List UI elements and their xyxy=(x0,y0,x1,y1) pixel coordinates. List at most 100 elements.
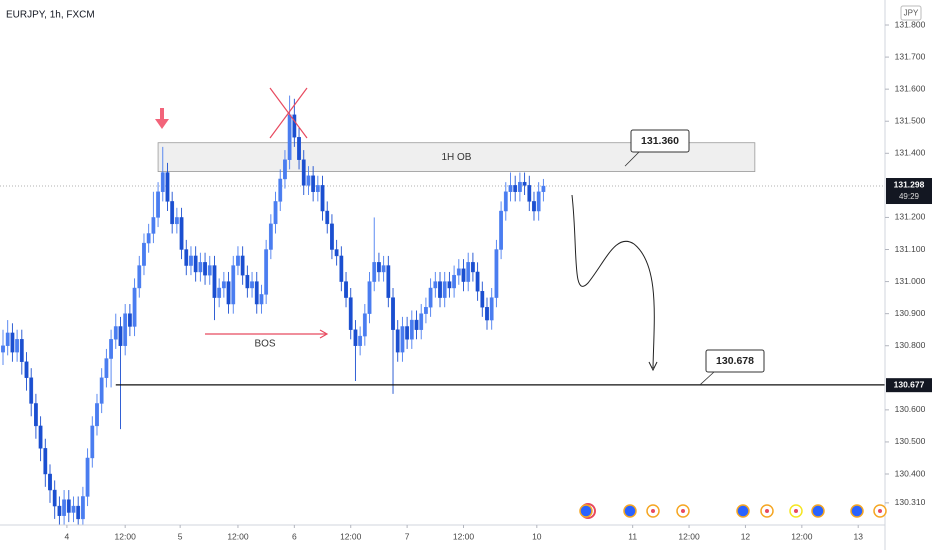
candle-body xyxy=(160,172,165,192)
event-icon[interactable] xyxy=(736,504,750,518)
currency-box[interactable] xyxy=(900,5,922,21)
candle-body xyxy=(29,377,34,404)
x-tick-label: 13 xyxy=(853,531,863,541)
candle-body xyxy=(522,181,527,186)
candle-body xyxy=(513,185,518,192)
y-tick-label: 131.100 xyxy=(895,244,926,254)
candle-body xyxy=(395,329,400,353)
projection-path xyxy=(571,194,655,369)
candle-body xyxy=(221,281,226,289)
candle-body xyxy=(104,358,109,378)
event-icon[interactable] xyxy=(623,504,637,518)
x-tick-label: 4 xyxy=(65,531,70,541)
candle-body xyxy=(527,185,532,202)
sell-arrow-head xyxy=(155,119,169,129)
level-axis-tag xyxy=(886,378,932,393)
candle-body xyxy=(165,172,170,202)
candle-body xyxy=(438,281,442,298)
x-tick-label: 12:00 xyxy=(678,531,700,541)
event-icon[interactable] xyxy=(811,504,825,518)
candle-body xyxy=(250,281,254,289)
candle-body xyxy=(264,249,269,295)
candle-body xyxy=(254,281,259,305)
event-icon-dot xyxy=(878,509,882,513)
x-tick-label: 6 xyxy=(292,531,297,541)
projection-arrow-head xyxy=(648,361,658,372)
candle-body xyxy=(306,175,311,186)
candle-body xyxy=(151,217,156,234)
candle-body xyxy=(320,185,325,212)
candle-body xyxy=(1,345,5,353)
y-tick-label: 130.600 xyxy=(895,404,926,414)
callout-label: 131.360 xyxy=(641,135,679,147)
candle-body xyxy=(339,255,344,282)
event-icon-dot xyxy=(765,509,769,513)
x-tick-label: 12:00 xyxy=(340,531,362,541)
candle-body xyxy=(24,361,29,378)
candle-body xyxy=(499,210,503,250)
candle-body xyxy=(287,114,292,160)
candle-body xyxy=(90,425,95,459)
candle-body xyxy=(471,262,475,273)
candle-body xyxy=(466,262,471,282)
x-tick-label: 11 xyxy=(628,531,637,541)
bos-label: BOS xyxy=(254,339,275,350)
candle-body xyxy=(518,181,522,192)
candle-body xyxy=(428,287,433,308)
candle-body xyxy=(348,297,353,330)
candle-body xyxy=(536,191,541,212)
candle-body xyxy=(57,505,62,516)
candle-body xyxy=(212,265,217,298)
x-tick-label: 12:00 xyxy=(453,531,475,541)
candle-body xyxy=(424,307,428,314)
candle-body xyxy=(344,281,348,298)
candle-body xyxy=(330,223,334,250)
candle-body xyxy=(377,262,381,273)
x-tick-label: 12:00 xyxy=(791,531,813,541)
y-tick-label: 131.600 xyxy=(895,83,926,93)
candle-body xyxy=(447,281,452,289)
price-tag xyxy=(886,178,932,205)
candle-body xyxy=(189,255,193,266)
candle-body xyxy=(113,326,118,340)
candle-body xyxy=(245,274,250,289)
candle-body xyxy=(353,329,358,346)
y-tick-label: 130.500 xyxy=(895,436,926,446)
candle-body xyxy=(62,499,66,516)
callout-box xyxy=(705,349,765,373)
candle-body xyxy=(184,249,189,266)
candle-body xyxy=(226,281,231,305)
candle-body xyxy=(80,496,85,520)
candle-body xyxy=(127,313,132,327)
y-tick-label: 131.200 xyxy=(895,212,926,222)
candle-body xyxy=(461,268,466,282)
candle-body xyxy=(311,175,316,192)
candle-body xyxy=(48,473,52,491)
candle-body xyxy=(231,265,236,305)
candle-body xyxy=(137,265,142,289)
candle-body xyxy=(503,191,508,212)
y-tick-label: 131.700 xyxy=(895,51,926,61)
candle-body xyxy=(485,307,489,321)
candle-body xyxy=(494,249,499,298)
candle-body xyxy=(358,335,363,346)
candle-body xyxy=(217,287,222,298)
y-tick-label: 131.000 xyxy=(895,276,926,286)
bos-arrow-head xyxy=(319,329,329,339)
x-tick-label: 12 xyxy=(741,531,751,541)
price-tag-label: 131.298 xyxy=(894,179,925,189)
candle-body xyxy=(372,262,377,282)
x-tick-label: 7 xyxy=(405,531,410,541)
candle-body xyxy=(456,268,461,276)
candle-body xyxy=(381,265,386,273)
event-icon-dot xyxy=(651,509,655,513)
candle-body xyxy=(132,287,137,327)
x-tick-label: 12:00 xyxy=(115,531,137,541)
candle-body xyxy=(391,297,395,330)
event-icon[interactable] xyxy=(579,504,593,518)
candle-body xyxy=(334,249,339,257)
event-icon[interactable] xyxy=(850,504,864,518)
candle-body xyxy=(170,201,175,225)
candle-body xyxy=(532,201,536,212)
